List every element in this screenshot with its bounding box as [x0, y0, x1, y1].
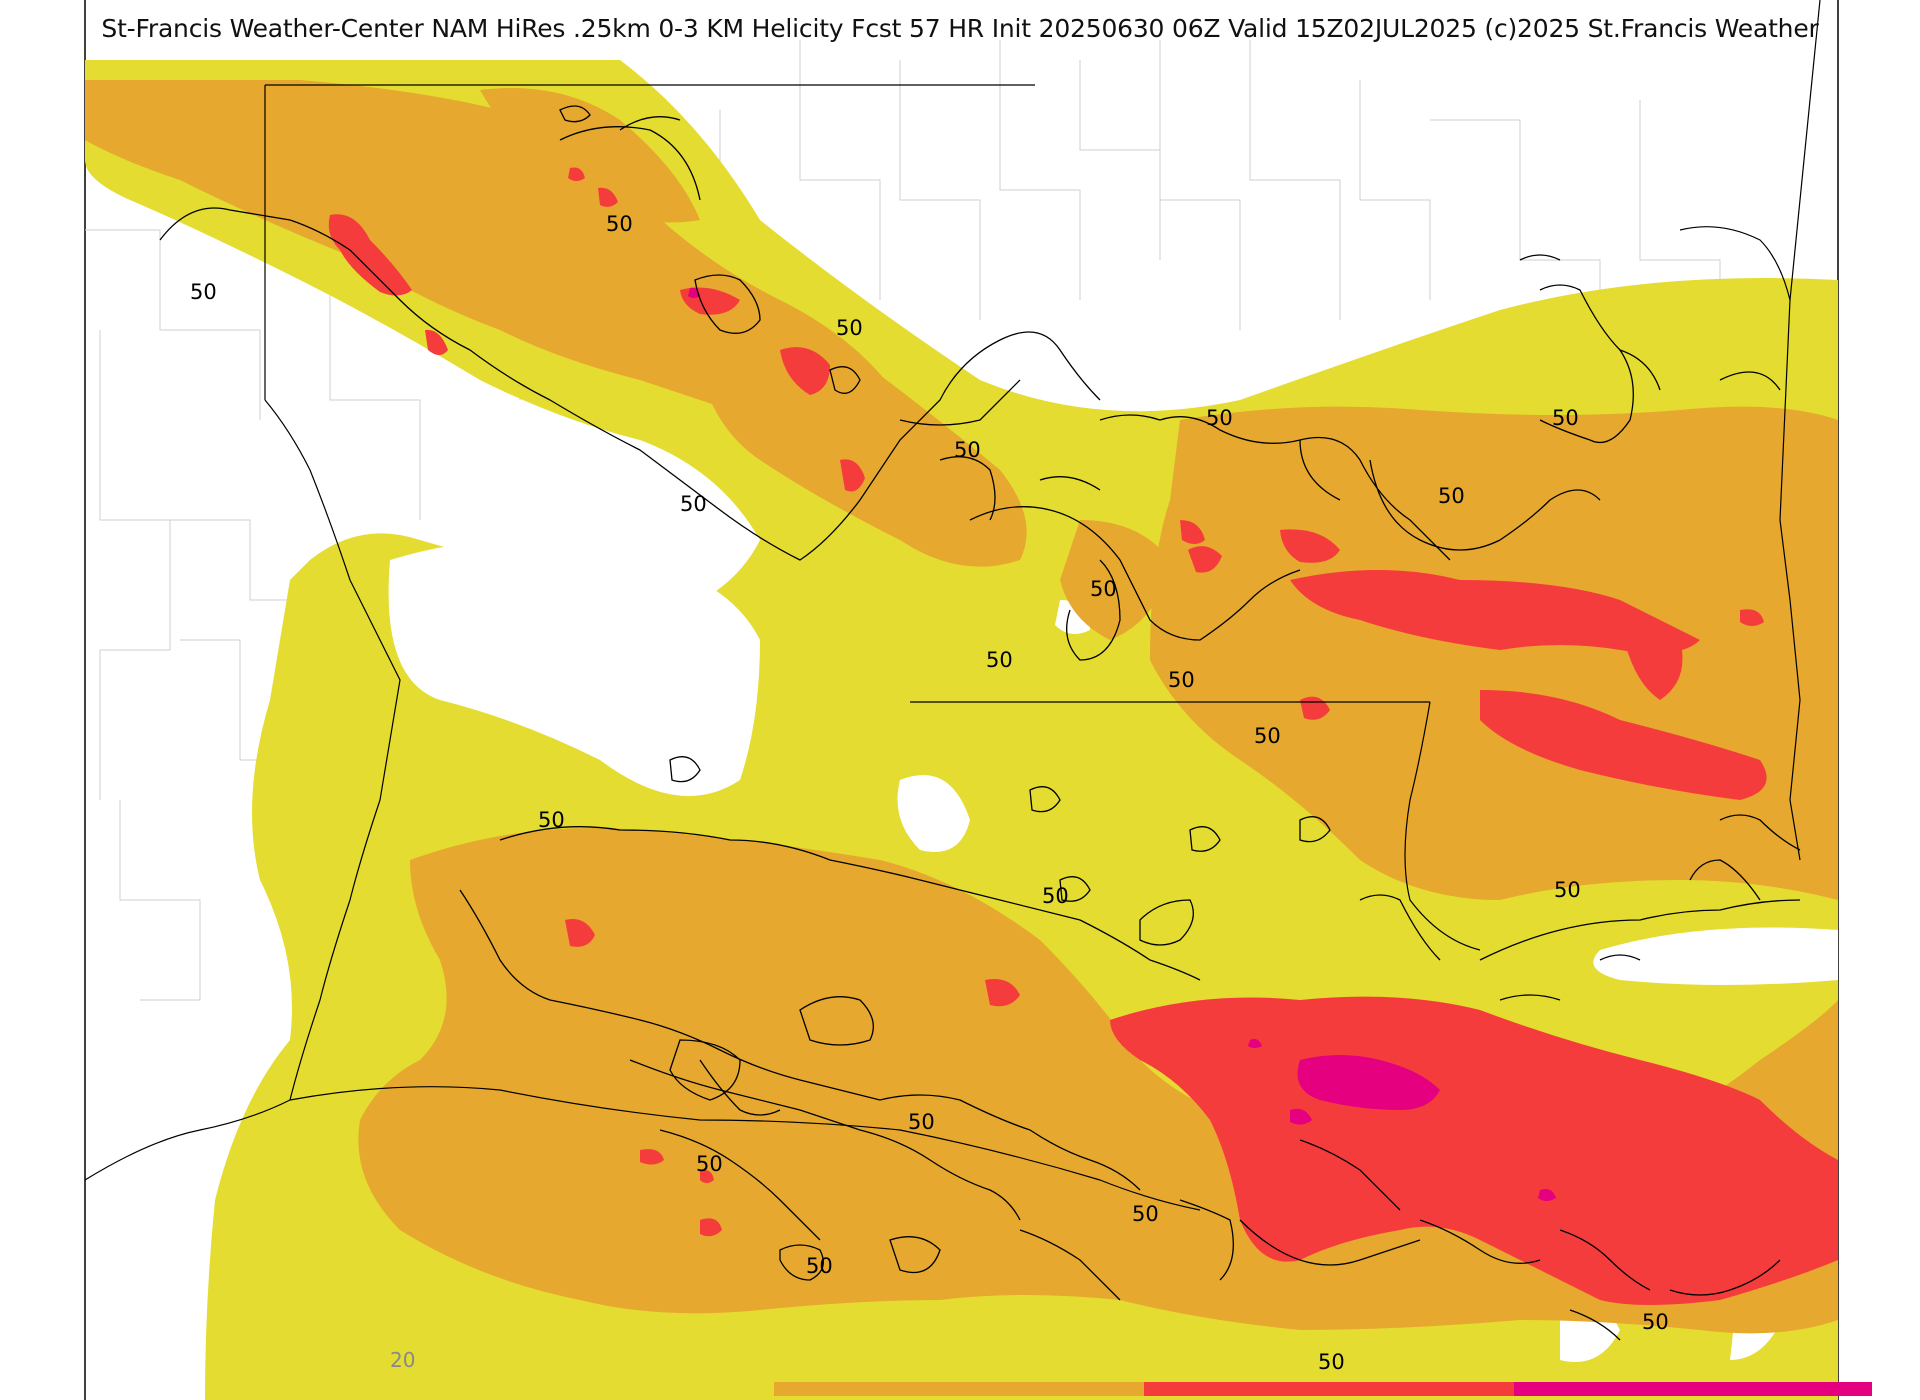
contour-label: 50	[986, 648, 1013, 672]
contour-label: 50	[1438, 484, 1465, 508]
state-borders	[85, 0, 1821, 1211]
contour-label: 50	[1206, 406, 1233, 430]
contour-label: 50	[538, 808, 565, 832]
colorbar-segment-100	[1144, 1382, 1514, 1396]
contour-label: 50	[1254, 724, 1281, 748]
colorbar	[404, 1382, 1872, 1396]
colorbar-segment-20	[404, 1382, 774, 1396]
contour-label: 50	[1554, 878, 1581, 902]
contour-label: 50	[680, 492, 707, 516]
contour-label: 50	[1090, 577, 1117, 601]
contour-label: 50	[1642, 1310, 1669, 1334]
contour-label: 50	[954, 438, 981, 462]
helicity-50-contours	[159, 105, 1801, 1341]
map-title: St-Francis Weather-Center NAM HiRes .25k…	[101, 14, 1819, 43]
helicity-150-fill	[688, 287, 1556, 1201]
contour-label: 50	[1318, 1350, 1345, 1374]
contour-label: 50	[696, 1152, 723, 1176]
contour-label: 50	[1552, 406, 1579, 430]
contour-label: 50	[190, 280, 217, 304]
helicity-100-fill	[328, 167, 1838, 1305]
contour-label: 50	[1132, 1202, 1159, 1226]
contour-label: 50	[908, 1110, 935, 1134]
colorbar-segment-50	[774, 1382, 1144, 1396]
colorbar-tick-label: 20	[390, 1348, 416, 1372]
colorbar-segment-150	[1514, 1382, 1872, 1396]
contour-label: 50	[1168, 668, 1195, 692]
contour-label: 50	[836, 316, 863, 340]
contour-label: 50	[1042, 884, 1069, 908]
contour-label: 50	[606, 212, 633, 236]
contour-label: 50	[806, 1254, 833, 1278]
